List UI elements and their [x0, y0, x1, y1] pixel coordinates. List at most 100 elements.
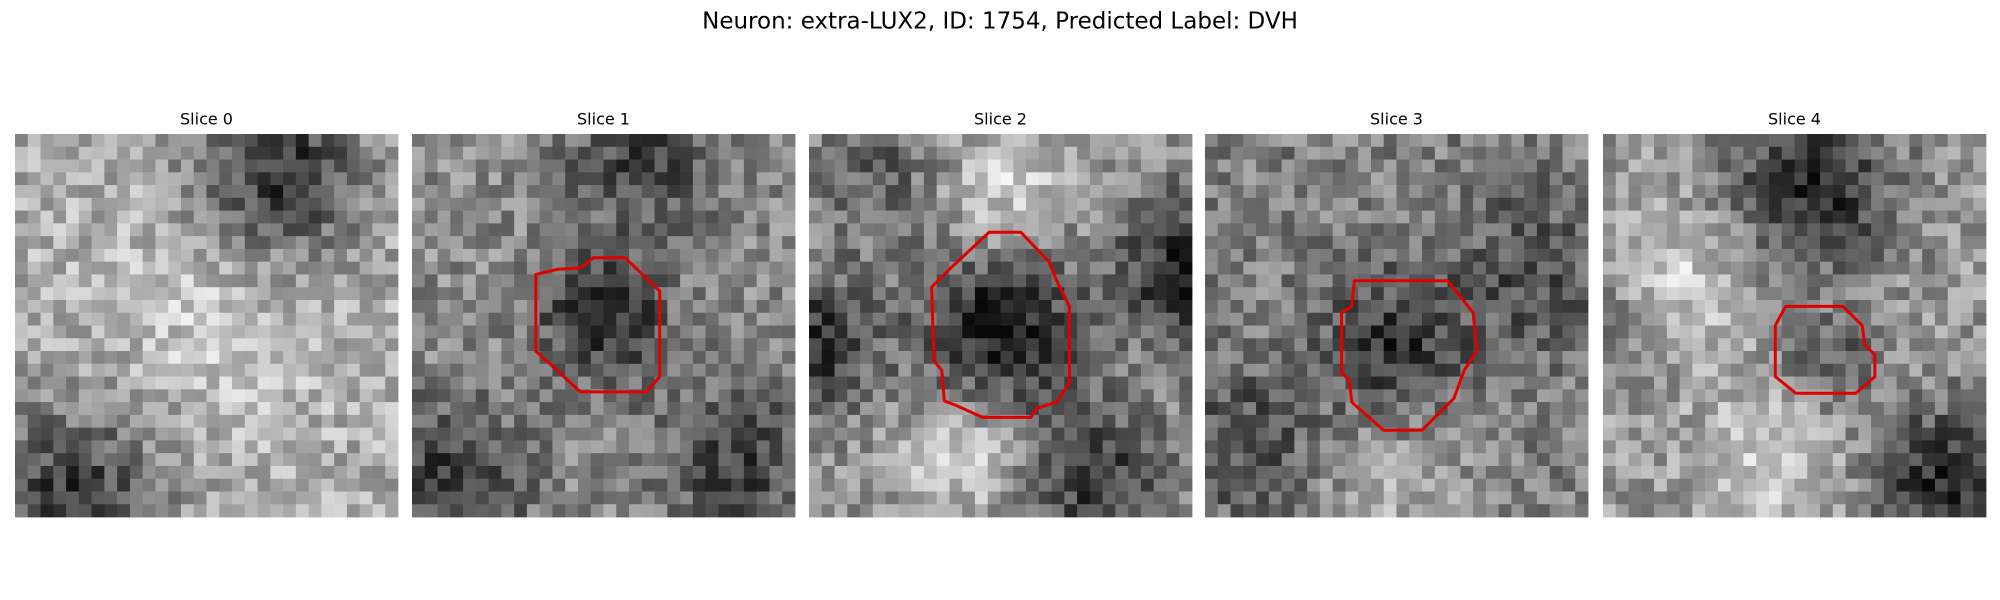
pixel [385, 134, 399, 148]
pixel [1628, 338, 1642, 352]
pixel [27, 223, 41, 237]
pixel [1370, 236, 1385, 250]
pixel [1038, 440, 1052, 454]
pixel [1383, 402, 1397, 416]
pixel [782, 363, 796, 377]
pixel [847, 185, 861, 199]
pixel [1922, 363, 1936, 377]
pixel [552, 389, 566, 403]
pixel [1628, 261, 1642, 275]
pixel [1396, 223, 1410, 237]
pixel [1909, 491, 1923, 505]
pixel [1947, 427, 1961, 441]
pixel [1089, 236, 1104, 250]
pixel [1051, 172, 1065, 186]
pixel [847, 312, 861, 326]
pixel [1026, 325, 1040, 339]
pixel [501, 427, 515, 441]
pixel [743, 325, 758, 339]
pixel [1294, 376, 1308, 390]
pixel [565, 146, 579, 160]
pixel [1603, 351, 1617, 365]
pixel [1524, 248, 1538, 263]
pixel [1179, 210, 1193, 224]
pixel [1268, 351, 1282, 365]
pixel [1498, 312, 1512, 326]
pixel [577, 146, 592, 160]
pixel [962, 504, 976, 518]
pixel [974, 504, 989, 518]
pixel [1794, 414, 1808, 429]
pixel [821, 210, 835, 224]
pixel [1000, 453, 1014, 467]
pixel [577, 134, 592, 148]
pixel [1794, 248, 1808, 263]
pixel [1422, 312, 1436, 326]
pixel [1281, 440, 1295, 454]
pixel [78, 389, 92, 403]
pixel [654, 453, 668, 467]
pixel [1294, 197, 1308, 211]
pixel [898, 491, 912, 505]
pixel [911, 312, 925, 326]
pixel [1896, 325, 1910, 339]
pixel [1960, 274, 1974, 288]
pixel [1179, 223, 1193, 237]
pixel [1460, 197, 1474, 211]
pixel [1615, 223, 1629, 237]
pixel [232, 453, 246, 467]
pixel [1909, 248, 1923, 263]
pixel [1422, 299, 1436, 314]
pixel [1717, 389, 1732, 403]
pixel [705, 197, 719, 211]
pixel [514, 172, 528, 186]
pixel [180, 427, 195, 441]
pixel [1896, 248, 1910, 263]
pixel [1383, 414, 1397, 429]
pixel [1434, 261, 1448, 275]
pixel [1000, 159, 1014, 173]
pixel [359, 197, 373, 211]
pixel [437, 210, 451, 224]
pixel [705, 274, 719, 288]
pixel [295, 146, 310, 160]
pixel [1768, 185, 1783, 199]
pixel [1000, 363, 1014, 377]
pixel [1549, 363, 1563, 377]
pixel [718, 376, 732, 390]
pixel [860, 223, 874, 237]
pixel [168, 453, 182, 467]
pixel [898, 440, 912, 454]
pixel [40, 363, 54, 377]
pixel [1871, 159, 1885, 173]
pixel [270, 427, 284, 441]
pixel [1409, 210, 1423, 224]
pixel [718, 210, 732, 224]
pixel [1871, 146, 1885, 160]
pixel [1794, 146, 1808, 160]
pixel [359, 504, 373, 518]
pixel [1575, 210, 1589, 224]
pixel [1511, 134, 1525, 148]
pixel [756, 134, 770, 148]
pixel [1717, 427, 1732, 441]
pixel [1536, 363, 1551, 377]
pixel [769, 248, 783, 263]
pixel [78, 491, 92, 505]
pixel [270, 453, 284, 467]
pixel [1409, 414, 1423, 429]
pixel [1026, 351, 1040, 365]
pixel [1383, 491, 1397, 505]
pixel [1102, 427, 1116, 441]
pixel [1705, 414, 1719, 429]
pixel [1858, 389, 1872, 403]
pixel [769, 363, 783, 377]
pixel [692, 287, 707, 301]
pixel [1549, 159, 1563, 173]
pixel [1485, 338, 1500, 352]
pixel [1256, 248, 1270, 263]
pixel [1409, 478, 1423, 492]
pixel [782, 185, 796, 199]
pixel [1422, 197, 1436, 211]
pixel [66, 312, 80, 326]
